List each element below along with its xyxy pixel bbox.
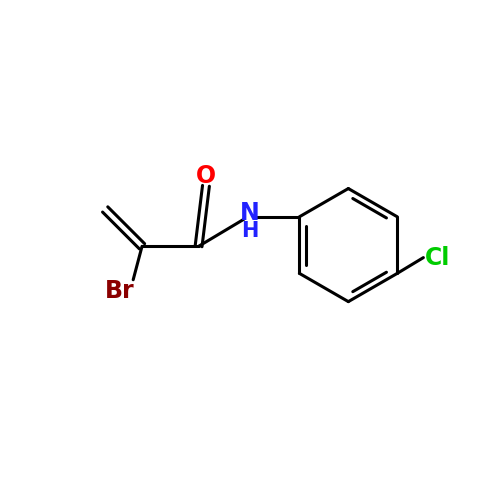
Text: N: N: [240, 201, 260, 225]
Text: Br: Br: [105, 278, 134, 302]
Text: Cl: Cl: [426, 246, 450, 270]
Text: H: H: [242, 220, 259, 240]
Text: O: O: [196, 164, 216, 188]
